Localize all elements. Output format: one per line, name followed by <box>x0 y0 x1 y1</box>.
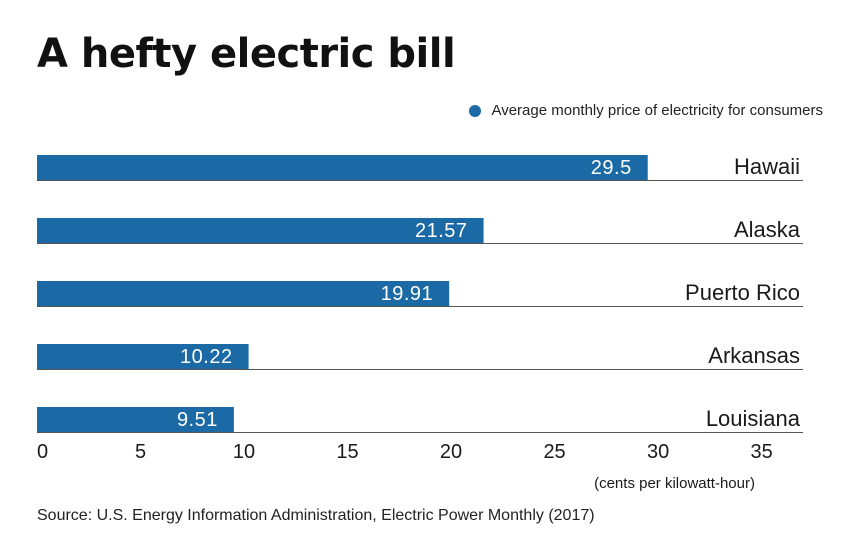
value-label: 29.5 <box>591 157 632 179</box>
value-label: 9.51 <box>177 409 218 431</box>
x-tick-label: 20 <box>440 441 462 463</box>
value-label: 19.91 <box>381 283 434 305</box>
bar-puerto-rico <box>37 281 450 306</box>
legend: Average monthly price of electricity for… <box>469 102 823 119</box>
category-label: Arkansas <box>708 343 800 368</box>
x-tick-label: 0 <box>37 441 48 463</box>
category-label: Hawaii <box>734 154 800 179</box>
value-label: 10.22 <box>180 346 233 368</box>
x-axis-label: (cents per kilowatt-hour) <box>594 475 755 492</box>
bar-hawaii <box>37 155 648 180</box>
x-tick-label: 5 <box>135 441 146 463</box>
category-label: Puerto Rico <box>685 280 800 305</box>
x-tick-label: 35 <box>750 441 772 463</box>
chart-title: A hefty electric bill <box>37 31 456 77</box>
x-tick-label: 15 <box>336 441 358 463</box>
legend-marker <box>469 104 482 117</box>
category-label: Alaska <box>734 217 801 242</box>
value-label: 21.57 <box>415 220 468 242</box>
bar-louisiana <box>37 407 234 432</box>
x-tick-label: 30 <box>647 441 669 463</box>
bar-arkansas <box>37 344 249 369</box>
bar-alaska <box>37 218 484 243</box>
x-tick-label: 10 <box>233 441 255 463</box>
category-label: Louisiana <box>706 406 801 431</box>
x-tick-label: 25 <box>543 441 565 463</box>
source-note: Source: U.S. Energy Information Administ… <box>37 507 595 524</box>
bar-chart: 29.5 Hawaii 21.57 Alaska 19.91 Puerto Rico 10.… <box>37 154 803 492</box>
legend-label: Average monthly price of electricity for… <box>491 102 823 119</box>
